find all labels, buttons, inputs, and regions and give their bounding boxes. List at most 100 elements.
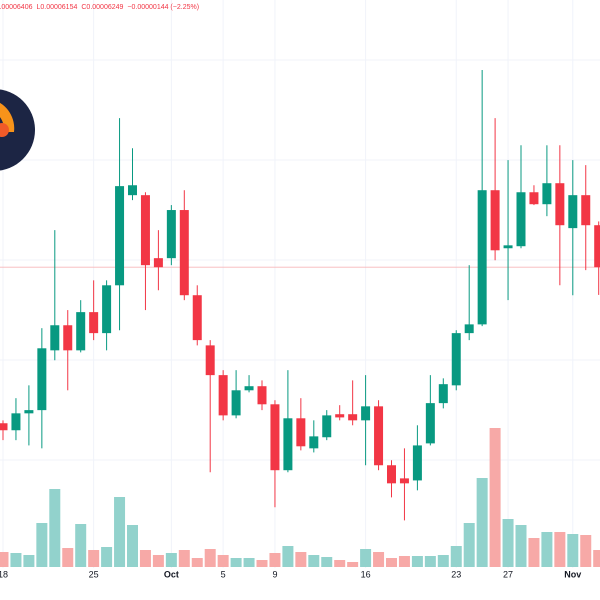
volume-bar <box>152 555 164 567</box>
volume-bar <box>75 524 87 567</box>
logo <box>0 89 35 171</box>
candle-body <box>115 186 125 286</box>
volume-bar <box>230 558 242 567</box>
volume-bar <box>114 497 126 567</box>
volume-bar <box>424 556 436 567</box>
candle-body <box>63 325 73 351</box>
volume-bar <box>554 532 566 567</box>
x-tick-label: 16 <box>361 569 371 579</box>
volume-bar <box>334 560 346 567</box>
ohlc-field: L0.00006154 <box>36 4 78 11</box>
candle-body <box>179 210 189 296</box>
x-tick-label: 5 <box>221 569 226 579</box>
volume-bar <box>178 550 190 567</box>
x-tick-label: 27 <box>503 569 513 579</box>
volume-bar <box>295 552 307 567</box>
volume-bar <box>489 428 501 567</box>
volume-bar <box>217 555 229 567</box>
volume-bar <box>321 557 333 567</box>
candle-body <box>387 465 396 484</box>
volume-bar <box>10 553 22 567</box>
candle-body <box>140 195 150 266</box>
volume-bar <box>450 546 462 567</box>
volume-bar <box>567 534 579 567</box>
volume-bar <box>256 560 268 567</box>
candle-body <box>477 190 487 325</box>
candle-body <box>529 192 539 205</box>
logo-dot <box>0 123 9 137</box>
volume-bar <box>23 555 35 567</box>
candle-body <box>568 195 578 229</box>
volume-bar <box>515 525 527 567</box>
candle-body <box>322 415 332 438</box>
ohlc-field: H0.00006406 <box>0 4 33 11</box>
logo-circle <box>0 89 35 171</box>
candle-body <box>464 324 474 334</box>
candle-body <box>244 386 254 391</box>
candle-body <box>76 312 86 351</box>
candle-body <box>166 210 176 259</box>
volume-bar <box>269 553 281 567</box>
ohlc-field: −0.00000144 (−2.25%) <box>127 4 200 11</box>
volume-bar <box>398 556 410 567</box>
candle-body <box>218 375 228 416</box>
candle-body <box>503 245 513 249</box>
candle-body <box>50 325 60 351</box>
volume-bar <box>476 478 488 567</box>
candle-body <box>270 404 280 471</box>
ohlc-header: O0.00006393H0.00006406L0.00006154C0.0000… <box>0 4 203 11</box>
volume-bar <box>347 562 359 567</box>
volume-bar <box>541 532 553 567</box>
candle-body <box>89 312 99 334</box>
candle-body <box>335 414 345 418</box>
volume-bar <box>243 558 255 567</box>
candle-body <box>374 406 384 466</box>
candle-body <box>348 414 358 421</box>
candle-body <box>361 406 371 421</box>
candle-body <box>516 192 526 247</box>
volume-bar <box>62 548 74 567</box>
volume-bar <box>373 552 385 567</box>
candle-body <box>451 333 461 386</box>
volume-bar <box>411 556 423 567</box>
candle-body <box>309 436 319 449</box>
candle-body <box>192 295 202 341</box>
x-tick-label: Nov <box>564 569 581 579</box>
candle-body <box>257 386 267 405</box>
volume-bar <box>49 489 61 567</box>
candle-body <box>153 258 163 268</box>
candle-body <box>555 183 565 226</box>
volume-bar <box>502 519 514 567</box>
x-tick-label: 23 <box>451 569 461 579</box>
candle-body <box>283 418 293 471</box>
volume-bar <box>386 558 397 567</box>
volume-bar <box>101 547 113 567</box>
candle-body <box>542 183 552 205</box>
volume-bar <box>437 555 449 567</box>
logo-arc <box>0 102 15 132</box>
volume-bar <box>36 523 48 567</box>
volume-bar <box>528 538 540 567</box>
volume-bar <box>282 546 294 567</box>
candle-body <box>425 403 435 444</box>
volume-bar <box>191 558 203 567</box>
volume-bar <box>593 550 600 567</box>
volume-bar <box>127 525 138 567</box>
volume-bar <box>0 552 9 567</box>
candle-body <box>399 478 409 484</box>
candle-body <box>490 190 500 251</box>
candle-body <box>581 195 591 226</box>
candle-body <box>412 445 422 481</box>
volume-bar <box>308 555 320 567</box>
candle-body <box>102 285 112 334</box>
candle-body <box>438 384 448 404</box>
candle-body <box>296 418 306 447</box>
volume-bar <box>165 553 177 567</box>
candle-body <box>0 423 8 431</box>
candle-body <box>37 348 47 411</box>
candle-body <box>231 390 241 416</box>
volume-bar <box>88 550 100 567</box>
candle-body <box>11 413 21 431</box>
